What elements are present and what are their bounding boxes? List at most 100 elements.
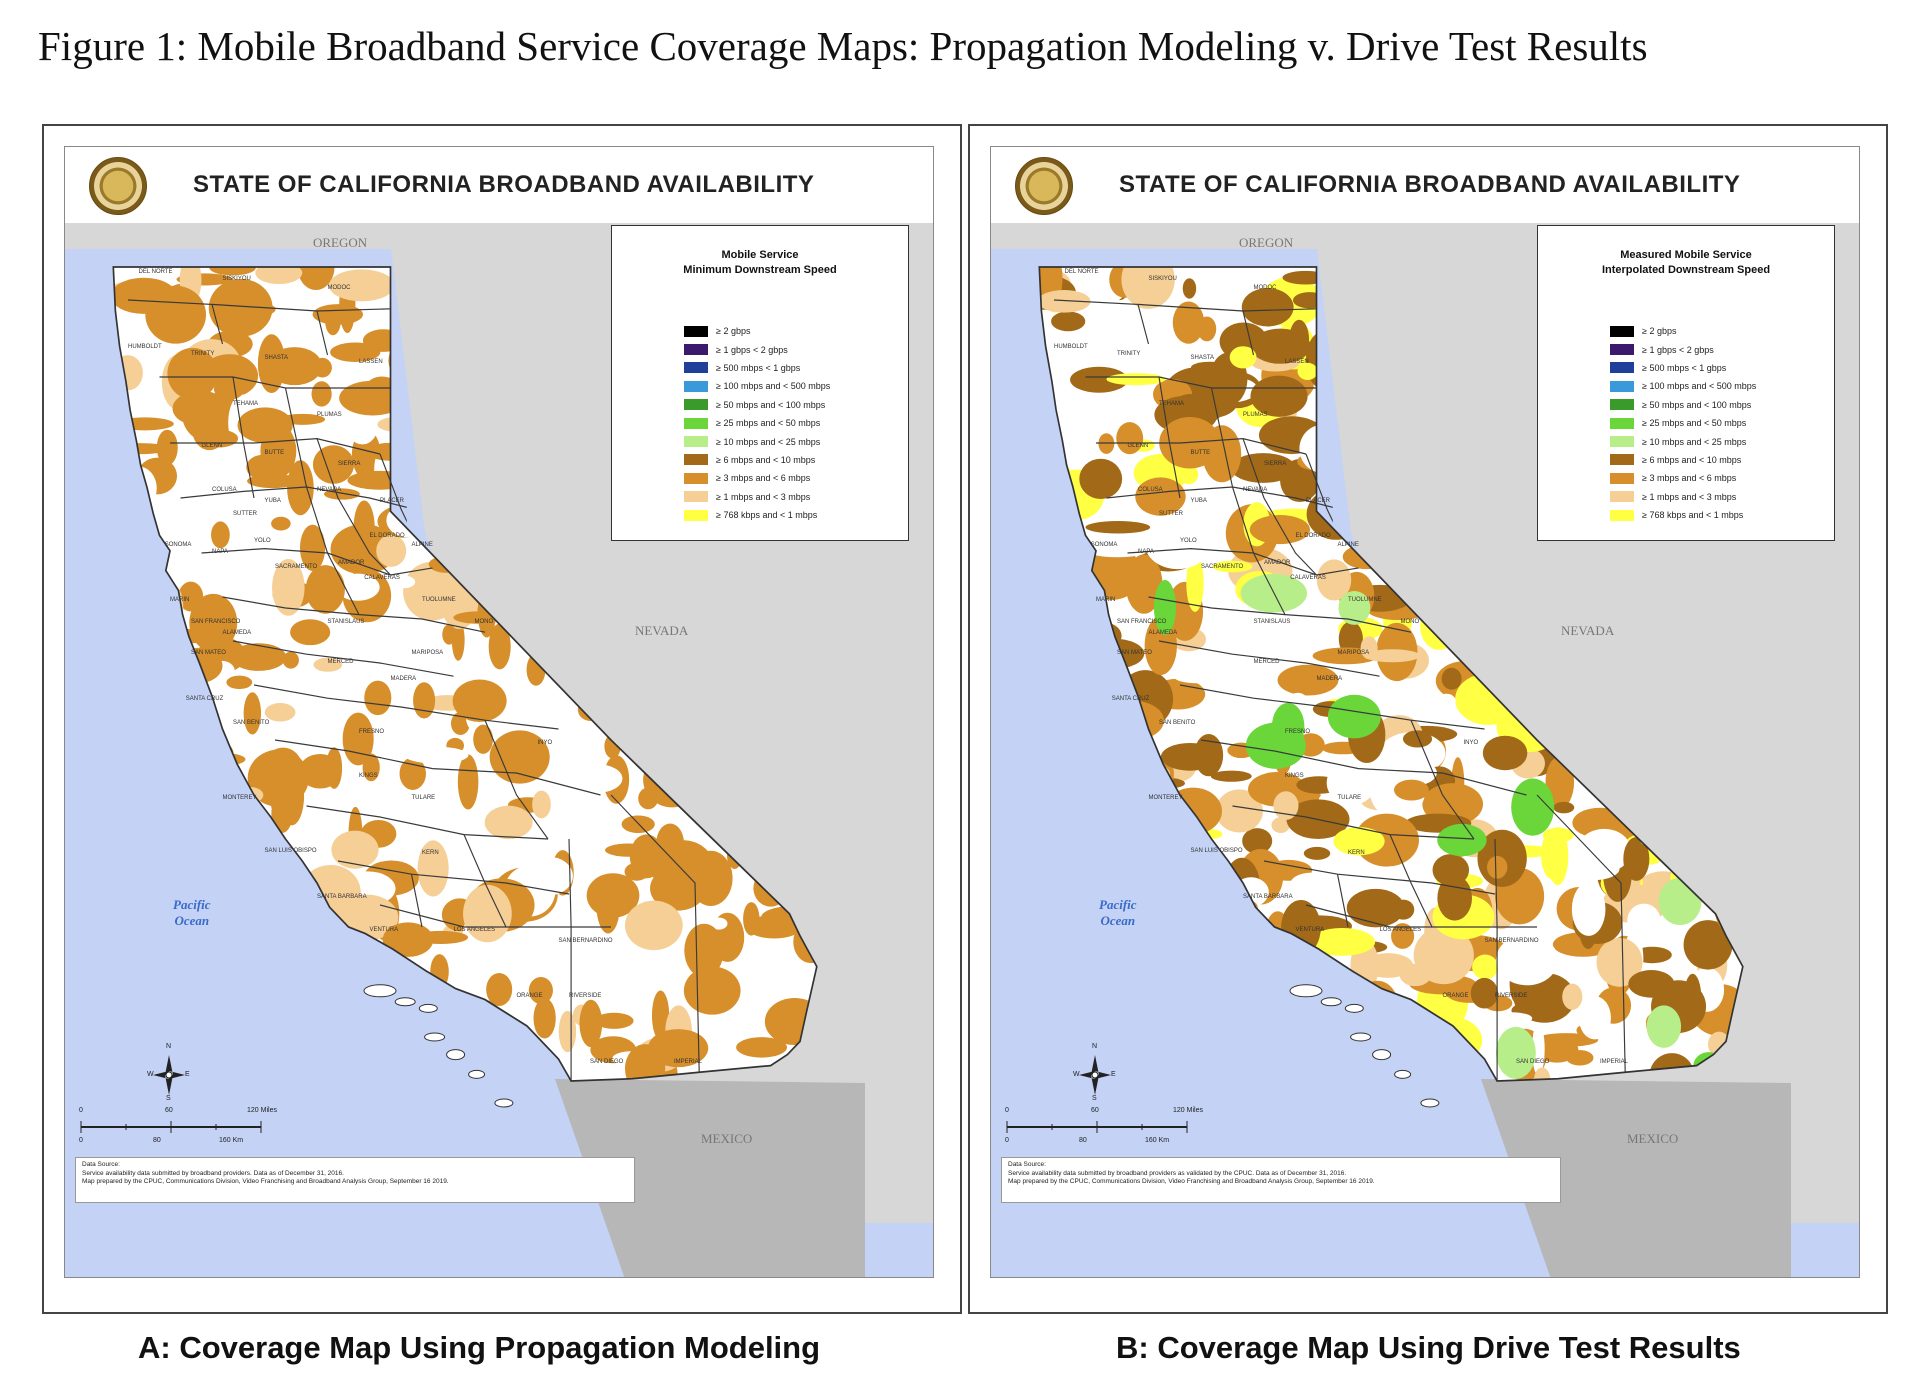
region-label-oregon: OREGON [1239, 235, 1294, 250]
north-arrow-icon: N S E W [147, 1043, 190, 1107]
channel-island [468, 1069, 486, 1079]
legend-label: ≥ 1 gbps < 2 gbps [716, 344, 788, 355]
data-source-line-1: Data Source: [82, 1161, 120, 1168]
legend-swatch [1610, 325, 1634, 337]
legend-item: ≥ 10 mbps and < 25 mbps [1610, 432, 1756, 450]
county-label: NAPA [212, 548, 228, 555]
legend-label: ≥ 1 mbps and < 3 mbps [1642, 491, 1737, 502]
county-label: VENTURA [1295, 927, 1325, 933]
legend-item: ≥ 25 mbps and < 50 mbps [684, 414, 830, 432]
data-source-line-2: Service availability data submitted by b… [82, 1169, 344, 1177]
scale-label: 120 Miles [247, 1107, 277, 1114]
county-label: SONOMA [164, 542, 192, 548]
legend-label: ≥ 500 mbps < 1 gbps [1642, 362, 1727, 373]
mexico-area [555, 1079, 865, 1277]
legend-label: ≥ 2 gbps [716, 326, 751, 337]
county-label: RIVERSIDE [569, 993, 602, 999]
county-label: COLUSA [212, 487, 237, 493]
county-label: SUTTER [1159, 511, 1183, 518]
county-label: MARIPOSA [411, 649, 444, 656]
legend-label: ≥ 10 mbps and < 25 mbps [716, 436, 821, 447]
channel-island [1289, 984, 1323, 998]
compass-n: N [1092, 1043, 1098, 1050]
county-label: MERCED [1253, 658, 1280, 665]
map-title: STATE OF CALIFORNIA BROADBAND AVAILABILI… [1119, 171, 1741, 198]
legend-label: ≥ 6 mbps and < 10 mbps [716, 454, 816, 465]
map-area: OREGON NEVADA MEXICO Pacific Ocean DEL NORTE S… [991, 223, 1859, 1277]
map-title: STATE OF CALIFORNIA BROADBAND AVAILABILI… [193, 171, 815, 198]
ocean-label-line-1: Pacific [1099, 897, 1137, 912]
county-label: MONTEREY [1148, 795, 1183, 801]
legend-item: ≥ 50 mbps and < 100 mbps [684, 396, 830, 414]
scale-bar: 0 60 120 Miles 0 80 160 Km [1005, 1107, 1245, 1151]
county-label: LASSEN [1285, 359, 1309, 366]
county-label: SISKIYOU [1148, 275, 1177, 282]
caption-a: A: Coverage Map Using Propagation Modeli… [138, 1330, 821, 1365]
legend-swatch [684, 417, 708, 429]
compass-s: S [166, 1095, 171, 1102]
county-label: MODOC [327, 284, 351, 291]
legend-label: ≥ 1 mbps and < 3 mbps [716, 491, 811, 502]
county-label: LOS ANGELES [453, 927, 496, 933]
legend-item: ≥ 1 gbps < 2 gbps [684, 340, 830, 358]
county-label: NEVADA [317, 487, 342, 493]
map-header: STATE OF CALIFORNIA BROADBAND AVAILABILI… [65, 147, 933, 223]
scale-label: 80 [1079, 1137, 1087, 1144]
county-label: SAN MATEO [1117, 649, 1152, 656]
county-label: SUTTER [233, 511, 257, 518]
county-label: SANTA CRUZ [1111, 696, 1150, 702]
county-label: PLUMAS [317, 412, 342, 419]
legend-swatch [684, 472, 708, 484]
map-frame: STATE OF CALIFORNIA BROADBAND AVAILABILI… [990, 146, 1860, 1278]
legend-item: ≥ 1 mbps and < 3 mbps [1610, 488, 1756, 506]
county-label: GLENN [201, 443, 223, 449]
county-label: HUMBOLDT [128, 344, 162, 350]
legend-title-line-1: Measured Mobile Service [1620, 249, 1752, 261]
legend-swatch [684, 491, 708, 503]
channel-island [424, 1032, 446, 1042]
county-label: SIERRA [1264, 460, 1287, 467]
county-label: BUTTE [1190, 449, 1211, 456]
county-label: TUOLUMNE [422, 597, 456, 603]
legend-label: ≥ 3 mbps and < 6 mbps [716, 473, 811, 484]
county-label: YUBA [264, 498, 281, 504]
county-label: MONO [474, 619, 494, 625]
county-label: MARIN [170, 597, 190, 603]
legend-title: Measured Mobile Service Interpolated Down… [1538, 248, 1834, 278]
county-label: IMPERIAL [1600, 1059, 1629, 1065]
county-label: MADERA [390, 676, 417, 683]
legend-list: ≥ 2 gbps ≥ 1 gbps < 2 gbps ≥ 500 mbps < 1 … [684, 322, 830, 524]
county-label: SANTA CRUZ [185, 696, 224, 702]
county-label: SAN BERNARDINO [1484, 938, 1539, 944]
county-label: IMPERIAL [674, 1059, 703, 1065]
county-label: SANTA BARBARA [317, 894, 367, 900]
county-label: SAN BENITO [1159, 720, 1196, 727]
data-source-line-3: Map prepared by the CPUC, Communications… [82, 1178, 449, 1185]
county-label: SACRAMENTO [1201, 564, 1244, 570]
county-label: HUMBOLDT [1054, 344, 1088, 350]
county-label: NEVADA [1243, 487, 1268, 493]
legend-swatch [684, 454, 708, 466]
county-label: MARIN [1096, 597, 1116, 603]
county-label: ALAMEDA [1148, 630, 1178, 636]
scale-label: 160 Km [219, 1137, 244, 1144]
california-seal-icon [1015, 157, 1073, 215]
data-source-line-1: Data Source: [1008, 1161, 1046, 1168]
map-legend: Mobile Service Minimum Downstream Speed ≥ … [611, 225, 909, 541]
figure-title: Figure 1: Mobile Broadband Service Cover… [38, 23, 1648, 69]
county-label: SIERRA [338, 460, 361, 467]
scale-label: 80 [153, 1137, 161, 1144]
ocean-label: Pacific Ocean [1099, 897, 1137, 929]
county-label: FRESNO [1285, 729, 1311, 735]
legend-item: ≥ 25 mbps and < 50 mbps [1610, 414, 1756, 432]
county-label: SHASTA [264, 355, 289, 361]
data-source-note: Data Source: Service availability data su… [1001, 1157, 1561, 1203]
county-label: TRINITY [191, 350, 215, 357]
county-label: PLUMAS [1243, 412, 1268, 419]
channel-island [1344, 1003, 1364, 1013]
region-label-mexico: MEXICO [701, 1131, 753, 1146]
county-label: BUTTE [264, 449, 285, 456]
legend-swatch [684, 362, 708, 374]
county-label: TEHAMA [233, 401, 259, 408]
compass-w: W [147, 1071, 154, 1078]
